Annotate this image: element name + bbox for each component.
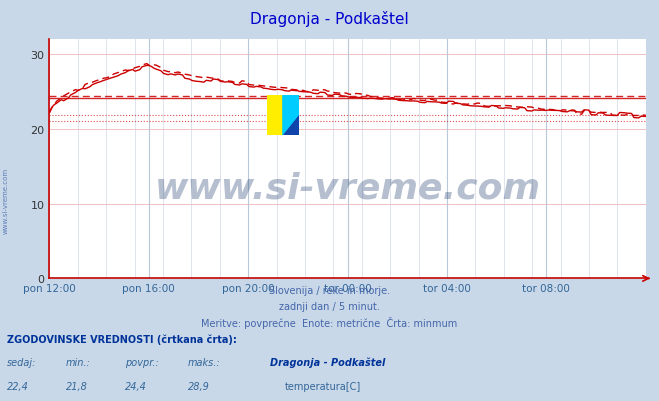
Text: 22,4: 22,4	[7, 381, 28, 391]
Text: 21,8: 21,8	[66, 381, 88, 391]
Polygon shape	[283, 115, 299, 136]
Text: temperatura[C]: temperatura[C]	[285, 381, 361, 391]
Text: sedaj:: sedaj:	[7, 357, 36, 367]
Text: www.si-vreme.com: www.si-vreme.com	[2, 168, 9, 233]
Text: www.si-vreme.com: www.si-vreme.com	[155, 171, 540, 205]
Polygon shape	[283, 115, 299, 136]
Text: zadnji dan / 5 minut.: zadnji dan / 5 minut.	[279, 301, 380, 311]
Text: Dragonja - Podkaštel: Dragonja - Podkaštel	[250, 11, 409, 27]
Text: ZGODOVINSKE VREDNOSTI (črtkana črta):: ZGODOVINSKE VREDNOSTI (črtkana črta):	[7, 334, 237, 344]
Bar	[283, 95, 299, 115]
Polygon shape	[283, 115, 299, 136]
Text: maks.:: maks.:	[188, 357, 221, 367]
Text: povpr.:: povpr.:	[125, 357, 159, 367]
Text: Meritve: povprečne  Enote: metrične  Črta: minmum: Meritve: povprečne Enote: metrične Črta:…	[202, 316, 457, 328]
Polygon shape	[283, 95, 299, 115]
Text: min.:: min.:	[66, 357, 91, 367]
Text: 24,4: 24,4	[125, 381, 147, 391]
Text: Slovenija / reke in morje.: Slovenija / reke in morje.	[269, 286, 390, 296]
Text: 28,9: 28,9	[188, 381, 210, 391]
Text: Dragonja - Podkaštel: Dragonja - Podkaštel	[270, 357, 386, 367]
Bar	[267, 95, 283, 136]
